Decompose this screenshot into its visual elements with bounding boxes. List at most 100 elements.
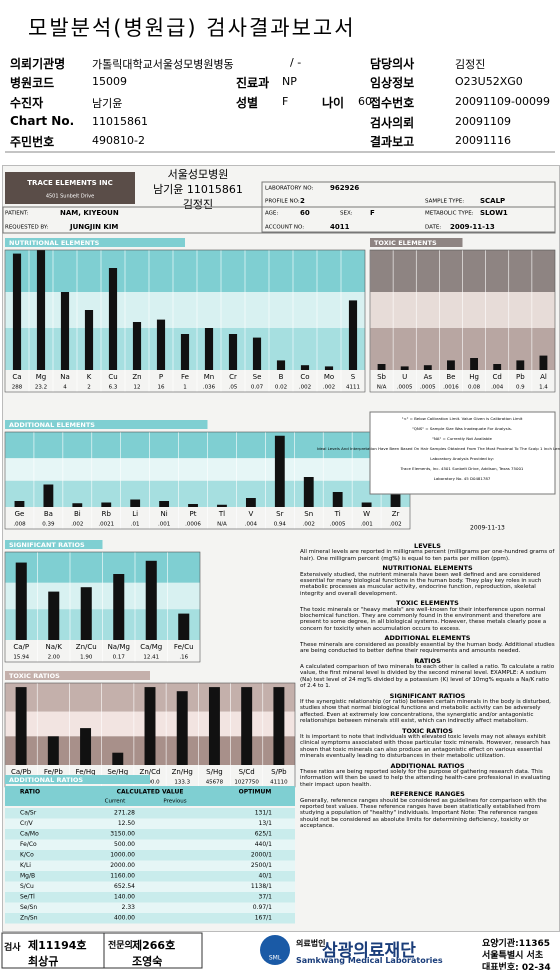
legend-box [369, 411, 556, 495]
category-label: Ca/Mg [140, 643, 162, 651]
category-label: Ti [334, 510, 341, 518]
category-label: Pt [190, 510, 197, 518]
bar [176, 691, 188, 765]
category-label: Be [446, 373, 455, 381]
bar [101, 502, 112, 507]
footer-text: 요양기관:11365 [482, 939, 551, 949]
category-label: Na [60, 373, 70, 381]
field-value: 20091116 [455, 134, 511, 147]
result-label: 0.17 [113, 655, 126, 661]
bar [60, 292, 70, 370]
ratio-value: 140.00 [114, 894, 135, 901]
result-label: 1.90 [80, 655, 93, 661]
category-label: Zn [132, 373, 141, 381]
category-label: Hg [469, 373, 479, 381]
category-label: Mn [204, 373, 214, 381]
field-label: 결과보고 [370, 135, 415, 149]
form-box [2, 206, 556, 234]
table-row [5, 850, 295, 861]
category-label: S/Hg [206, 768, 223, 776]
field-value: 490810-2 [92, 134, 145, 147]
category-label: B [279, 373, 284, 381]
note-heading: RATIOS [414, 656, 441, 665]
form-label: PROFILE NO: [265, 199, 300, 205]
result-label: 41110 [270, 780, 288, 786]
category-label: K [87, 373, 92, 381]
form-label: LABORATORY NO: [265, 186, 314, 192]
chart-title: NUTRITIONAL ELEMENTS [9, 239, 100, 247]
bar [400, 366, 409, 370]
form-value: SCALP [480, 197, 505, 205]
category-label: Ni [161, 510, 168, 518]
ratio-name: K/Co [20, 852, 34, 859]
ratio-optimum: 13/1 [259, 820, 273, 827]
bar [15, 562, 27, 640]
category-label: Bi [74, 510, 81, 518]
legend-text: "QNS" = Sample Size Was Inadequate For A… [412, 426, 512, 431]
form-label: PATIENT: [5, 211, 29, 217]
ratio-value: 2000.00 [110, 862, 135, 869]
logo-text: SML [269, 955, 282, 962]
form-label: SAMPLE TYPE: [425, 199, 464, 205]
result-label: 1 [183, 385, 187, 391]
frame [4, 249, 366, 393]
result-label: 6.3 [109, 385, 118, 391]
bar [145, 560, 157, 640]
field-label: 나이 [322, 96, 345, 110]
bar [539, 355, 548, 370]
category-label: Fe [181, 373, 189, 381]
logo-mark [260, 935, 290, 965]
ratio-optimum: 625/1 [255, 831, 272, 838]
table-header: CALCULATED VALUE [117, 789, 184, 796]
result-label: 0.9 [516, 385, 525, 391]
bar [208, 687, 220, 765]
ratio-optimum: 440/1 [255, 841, 272, 848]
bar [348, 300, 358, 370]
ratio-name: Ca/Mo [20, 831, 39, 838]
ratio-name: Zn/Sn [20, 915, 38, 922]
legend-text: Ideal Levels And Interpretation Have Bee… [317, 446, 560, 451]
legend-text: "NA" = Currently Not Available [432, 436, 492, 441]
note-text: A calculated comparison of two minerals … [300, 663, 555, 690]
result-label: 4111 [346, 385, 360, 391]
chart-title: TOXIC RATIOS [9, 672, 60, 680]
bar [188, 504, 198, 507]
bar [84, 310, 94, 370]
result-label: 3000.0 [140, 780, 160, 786]
ratio-value: 271.28 [114, 810, 135, 817]
bar [300, 365, 310, 370]
field-value: 15009 [92, 75, 127, 88]
result-label: .002 [299, 385, 311, 391]
field-value: 김정진 [455, 58, 486, 71]
bar [178, 613, 190, 640]
bar [130, 499, 141, 507]
legend-text: Trace Elements, Inc. 4501 Sunbelt Drive,… [400, 466, 524, 471]
category-label: S [351, 373, 356, 381]
category-label: Rb [102, 510, 112, 518]
form-label: SEX: [340, 211, 353, 217]
table-row [5, 818, 295, 829]
category-label: Ca/P [13, 643, 29, 651]
category-label: S/Pb [271, 768, 287, 776]
legend-text: Laboratory No. 45 D0481787 [434, 476, 491, 481]
category-label: Zn/Hg [172, 768, 193, 776]
result-label: 1027750 [234, 780, 259, 786]
result-label: 0.94 [274, 522, 287, 528]
field-label: 성별 [236, 96, 259, 110]
result-label: 133.3 [174, 780, 190, 786]
footer-text: 조영숙 [132, 955, 163, 968]
ratio-value: 652.54 [114, 883, 135, 890]
result-label: .002 [389, 522, 401, 528]
bar [447, 360, 455, 370]
category-label: Ca [12, 373, 21, 381]
bar [332, 492, 343, 507]
title-bar [5, 540, 103, 549]
title-bar [5, 671, 150, 680]
ratio-optimum: 0.97/1 [253, 904, 272, 911]
field-value: 11015861 [92, 115, 148, 128]
form-value: 962926 [330, 184, 359, 192]
table-row [5, 881, 295, 892]
bar [108, 268, 118, 370]
